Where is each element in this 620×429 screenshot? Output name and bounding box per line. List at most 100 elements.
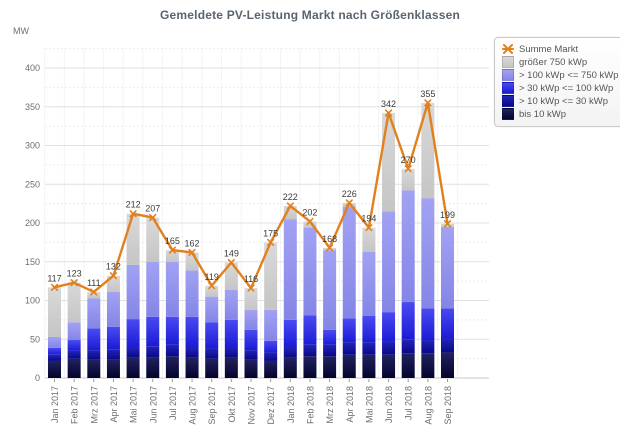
bar-segment[interactable] [165,344,179,357]
bar-segment[interactable] [165,316,179,345]
bar-segment[interactable] [165,261,179,317]
bar-segment[interactable] [87,350,101,360]
line-marker[interactable] [109,272,118,280]
bar-segment[interactable] [224,289,238,320]
bar-segment[interactable] [441,352,454,378]
legend-item[interactable]: bis 10 kWp [502,108,619,120]
bar-segment[interactable] [362,251,376,316]
bar-segment[interactable] [323,344,337,357]
bar-segment[interactable] [205,358,219,378]
line-marker[interactable] [267,238,275,246]
bar-segment[interactable] [283,219,297,320]
bar-segment[interactable] [382,354,396,378]
bar-segment[interactable] [67,322,81,341]
bar-segment[interactable] [106,291,120,327]
bar-segment[interactable] [146,217,160,262]
line-marker[interactable] [247,284,255,292]
bar-segment[interactable] [441,226,454,309]
line-marker[interactable] [306,217,314,226]
bar-segment[interactable] [106,326,120,350]
bar-segment[interactable] [146,261,160,317]
bar-segment[interactable] [401,190,415,303]
bar-segment[interactable] [283,319,297,347]
line-marker[interactable] [149,213,157,222]
line-marker[interactable] [50,283,59,291]
bar-segment[interactable] [185,347,199,358]
legend-item[interactable]: > 30 kWp <= 100 kWp [502,82,619,94]
bar-segment[interactable] [283,357,297,378]
bar-segment[interactable] [87,298,101,329]
bar-segment[interactable] [126,357,140,378]
bar-segment[interactable] [382,312,396,342]
bar-segment[interactable] [362,227,376,252]
line-marker[interactable] [70,279,78,287]
bar-segment[interactable] [244,288,258,310]
bar-segment[interactable] [342,342,356,355]
bar-segment[interactable] [106,359,120,378]
bar-segment[interactable] [224,319,238,347]
bar-segment[interactable] [342,354,356,378]
bar-segment[interactable] [362,354,376,378]
bar-segment[interactable] [421,340,435,354]
bar-segment[interactable] [165,356,179,378]
line-marker[interactable] [443,220,452,228]
bar-segment[interactable] [87,359,101,378]
line-marker[interactable] [345,199,353,207]
bar-segment[interactable] [421,353,435,378]
bar-segment[interactable] [362,316,376,343]
bar-segment[interactable] [224,357,238,378]
bar-segment[interactable] [303,356,317,378]
line-marker[interactable] [227,258,235,267]
bar-segment[interactable] [48,287,61,337]
bar-segment[interactable] [303,227,317,316]
bar-segment[interactable] [106,349,120,360]
bar-segment[interactable] [87,291,101,299]
bar-segment[interactable] [323,329,337,345]
bar-segment[interactable] [126,264,140,320]
bar-segment[interactable] [441,308,454,339]
bar-segment[interactable] [401,302,415,340]
legend-item[interactable]: Summe Markt [502,43,619,55]
bar-segment[interactable] [185,316,199,347]
bar-segment[interactable] [382,341,396,355]
bar-segment[interactable] [283,347,297,358]
bar-segment[interactable] [126,347,140,358]
bar-segment[interactable] [87,328,101,351]
legend-item[interactable]: größer 750 kWp [502,56,619,68]
line-marker[interactable] [384,109,393,117]
bar-segment[interactable] [244,350,258,360]
legend-item[interactable]: > 100 kWp <= 750 kWp [502,69,619,81]
legend-item[interactable]: > 10 kWp <= 30 kWp [502,95,619,107]
bar-segment[interactable] [401,353,415,378]
line-marker[interactable] [208,282,216,290]
bar-segment[interactable] [67,340,81,351]
bar-segment[interactable] [126,319,140,347]
bar-segment[interactable] [146,316,160,347]
bar-segment[interactable] [382,211,396,313]
bar-segment[interactable] [244,309,258,330]
bar-segment[interactable] [224,347,238,358]
bar-segment[interactable] [264,340,278,353]
bar-segment[interactable] [362,342,376,355]
bar-segment[interactable] [126,213,140,265]
bar-segment[interactable] [401,339,415,354]
bar-segment[interactable] [205,285,219,297]
bar-segment[interactable] [421,308,435,341]
bar-segment[interactable] [67,282,81,323]
bar-segment[interactable] [323,356,337,378]
bar-segment[interactable] [48,360,61,378]
bar-segment[interactable] [264,360,278,378]
line-marker[interactable] [286,202,294,210]
bar-segment[interactable] [146,357,160,378]
bar-segment[interactable] [264,309,278,341]
bar-segment[interactable] [244,329,258,351]
line-marker[interactable] [404,165,412,173]
bar-segment[interactable] [342,318,356,343]
bar-segment[interactable] [185,357,199,378]
bar-segment[interactable] [441,338,454,353]
bar-segment[interactable] [48,347,61,355]
line-marker[interactable] [325,244,334,252]
bar-segment[interactable] [303,315,317,345]
bar-segment[interactable] [264,242,278,310]
bar-segment[interactable] [441,223,454,227]
